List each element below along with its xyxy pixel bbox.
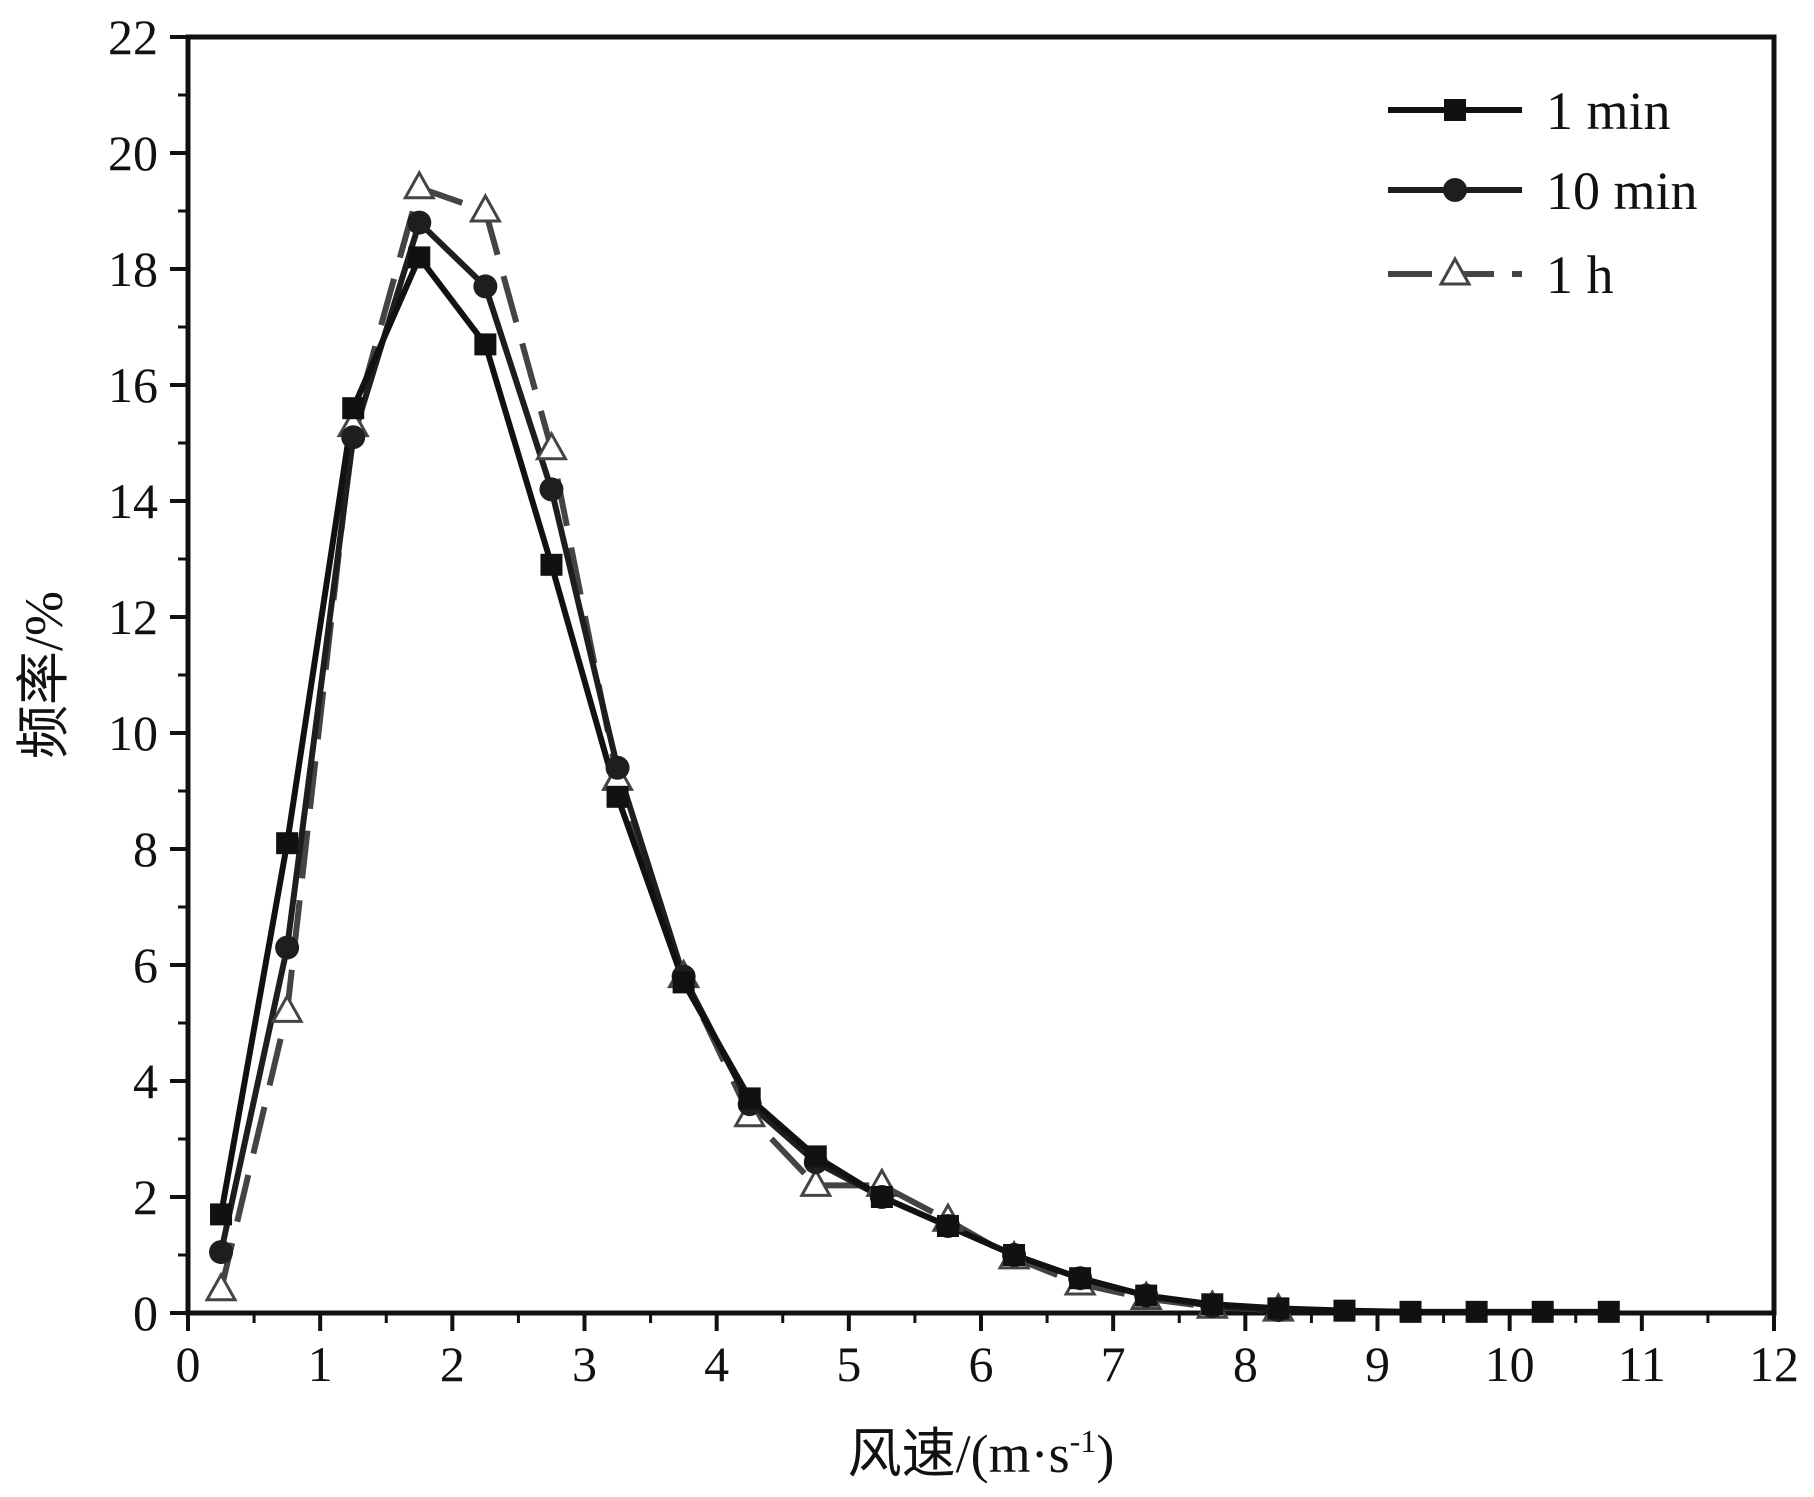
series-markers-2 <box>204 169 1295 1322</box>
x-tick-label: 7 <box>1101 1336 1126 1392</box>
data-point <box>275 935 300 960</box>
data-point <box>870 1186 893 1208</box>
data-point <box>606 785 629 808</box>
x-tick-label: 9 <box>1365 1336 1390 1392</box>
y-tick-label: 2 <box>133 1169 158 1225</box>
x-tick-label: 10 <box>1485 1336 1535 1392</box>
x-tick-label: 3 <box>572 1336 597 1392</box>
series-0 <box>218 254 1609 1315</box>
y-tick-label: 4 <box>133 1053 158 1109</box>
x-tick-label: 4 <box>704 1336 729 1392</box>
x-axis-title-superscript: -1 <box>1070 1423 1097 1459</box>
y-tick-label: 12 <box>108 589 158 645</box>
y-tick-label: 16 <box>108 357 158 413</box>
x-tick-label: 1 <box>308 1336 333 1392</box>
data-point <box>468 192 502 223</box>
x-tick-label: 5 <box>836 1336 861 1392</box>
data-point <box>342 397 365 420</box>
data-point <box>474 333 497 356</box>
x-tick-label: 11 <box>1618 1336 1666 1392</box>
data-point <box>341 425 366 450</box>
series-markers-0 <box>210 246 1620 1323</box>
series-line <box>218 219 1279 1314</box>
data-point <box>473 274 498 299</box>
data-point <box>1399 1300 1422 1323</box>
y-tick-label: 6 <box>133 937 158 993</box>
data-point <box>804 1145 827 1168</box>
data-point <box>1597 1300 1620 1323</box>
data-point <box>210 1203 233 1226</box>
x-axis-title-main: 风速/(m·s <box>848 1424 1070 1484</box>
data-point <box>1201 1293 1224 1316</box>
data-point <box>540 553 563 576</box>
data-point <box>1003 1244 1026 1266</box>
x-tick-label: 2 <box>440 1336 465 1392</box>
data-point <box>1531 1300 1554 1323</box>
data-point <box>407 210 432 235</box>
y-tick-label: 10 <box>108 705 158 761</box>
x-axis: 0 1 2 3 4 5 6 7 8 9 10 11 12 <box>176 1313 1799 1392</box>
data-point <box>270 993 304 1023</box>
legend-label: 1 h <box>1546 245 1614 305</box>
x-tick-label: 8 <box>1233 1336 1258 1392</box>
x-axis-title-tail: ) <box>1096 1424 1114 1484</box>
y-tick-label: 0 <box>133 1285 158 1341</box>
data-point <box>672 971 695 994</box>
data-point <box>539 477 564 502</box>
y-tick-label: 18 <box>108 241 158 297</box>
y-tick-label: 8 <box>133 821 158 877</box>
y-axis: 0 2 4 6 8 10 12 14 16 18 20 22 <box>108 9 188 1341</box>
y-tick-label: 14 <box>108 473 158 529</box>
data-point <box>204 1271 238 1302</box>
data-point <box>1267 1297 1290 1320</box>
series-1 <box>218 219 1279 1314</box>
legend-label: 10 min <box>1546 161 1698 221</box>
legend-marker <box>1444 99 1466 121</box>
data-point <box>1069 1267 1092 1290</box>
legend: 1 min 10 min 1 h <box>1388 81 1698 305</box>
data-point <box>408 246 431 269</box>
legend-marker <box>1438 255 1472 286</box>
series-line <box>218 254 1609 1315</box>
x-tick-label: 6 <box>969 1336 994 1392</box>
y-axis-title: 频率/% <box>14 591 74 759</box>
x-tick-label: 12 <box>1749 1336 1799 1392</box>
data-point <box>209 1240 234 1265</box>
data-point <box>534 430 569 461</box>
x-tick-label: 0 <box>176 1336 201 1392</box>
data-point <box>1135 1284 1158 1307</box>
y-tick-label: 22 <box>108 9 158 65</box>
legend-label: 1 min <box>1546 81 1671 141</box>
x-axis-title: 风速/(m·s-1) <box>848 1423 1115 1484</box>
data-point <box>1465 1300 1488 1323</box>
data-point <box>605 755 630 780</box>
legend-marker <box>1443 178 1467 202</box>
data-point <box>799 1167 833 1197</box>
data-point <box>402 169 436 200</box>
data-point <box>738 1087 761 1110</box>
data-point <box>1333 1299 1356 1322</box>
y-tick-label: 20 <box>108 125 158 181</box>
data-point <box>936 1215 959 1237</box>
data-point <box>276 832 299 855</box>
series-layer <box>204 169 1620 1323</box>
